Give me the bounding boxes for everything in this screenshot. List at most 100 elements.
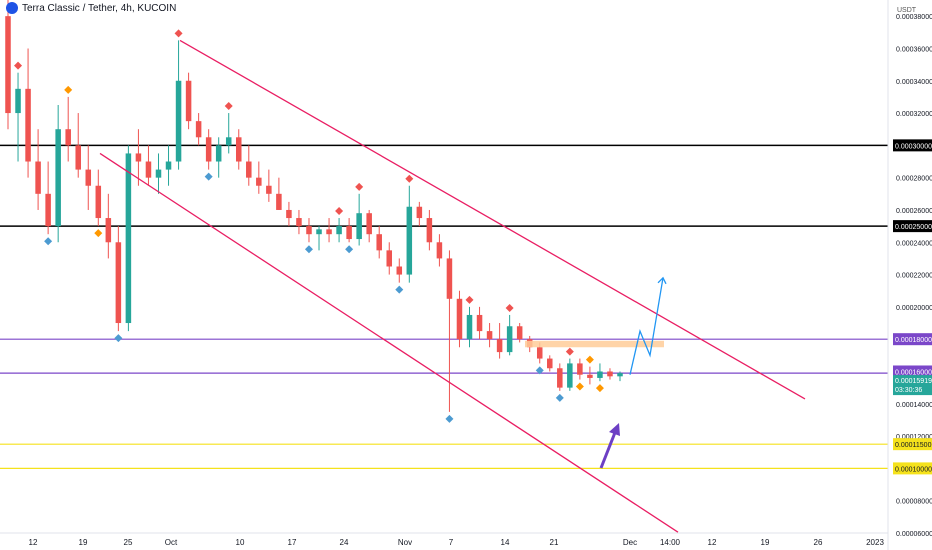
candle-body[interactable] — [516, 326, 523, 340]
candle-body[interactable] — [225, 137, 232, 146]
candle-body[interactable] — [165, 161, 172, 170]
candle-body[interactable] — [336, 226, 342, 235]
candle-body[interactable] — [115, 242, 122, 324]
candle-body[interactable] — [547, 358, 553, 369]
pivot-low-marker[interactable] — [114, 334, 123, 343]
pivot-low-marker[interactable] — [304, 245, 313, 254]
price-tick-label: 0.00022000 — [896, 273, 932, 280]
candle-body[interactable] — [215, 145, 222, 162]
candle-body[interactable] — [476, 314, 483, 332]
candle-body[interactable] — [396, 266, 403, 275]
candle-body[interactable] — [466, 314, 473, 340]
pivot-low-marker[interactable] — [595, 384, 604, 393]
candle-body[interactable] — [617, 373, 623, 377]
projection-path[interactable] — [629, 277, 664, 375]
chart-header: Terra Classic / Tether, 4h, KUCOIN — [6, 2, 176, 14]
pivot-high-marker[interactable] — [64, 85, 73, 94]
candle-body[interactable] — [486, 331, 493, 340]
plot-area[interactable] — [0, 0, 888, 533]
candle-body[interactable] — [45, 193, 51, 227]
candle-body[interactable] — [456, 298, 463, 340]
price-unit-label: USDT — [897, 7, 917, 14]
channel-upper-line[interactable] — [179, 39, 806, 400]
projection-arrowhead — [657, 276, 667, 285]
candle-body[interactable] — [286, 209, 292, 219]
pivot-low-marker[interactable] — [94, 229, 103, 238]
pivot-low-marker[interactable] — [535, 366, 544, 375]
pivot-low-marker[interactable] — [575, 382, 584, 391]
candle-body[interactable] — [597, 371, 603, 378]
candle-body[interactable] — [25, 88, 31, 162]
candle-body[interactable] — [55, 129, 61, 227]
candle-body[interactable] — [386, 250, 393, 267]
candle-body[interactable] — [346, 226, 352, 240]
candle-body[interactable] — [446, 258, 453, 299]
candle-body[interactable] — [155, 169, 162, 178]
candle-body[interactable] — [587, 374, 593, 378]
pivot-low-marker[interactable] — [345, 245, 354, 254]
candle-body[interactable] — [416, 206, 423, 219]
candle-body[interactable] — [246, 161, 252, 178]
candle-body[interactable] — [326, 229, 332, 235]
candle-body[interactable] — [577, 363, 583, 375]
candle-body[interactable] — [5, 16, 11, 114]
candle-body[interactable] — [376, 234, 382, 251]
pivot-low-marker[interactable] — [44, 237, 53, 246]
resistance-zone[interactable] — [525, 340, 664, 348]
candle-body[interactable] — [406, 206, 413, 275]
candle-body[interactable] — [135, 153, 142, 162]
pivot-high-marker[interactable] — [565, 347, 574, 356]
bullish-arrow[interactable] — [599, 429, 618, 469]
time-tick-label: 25 — [124, 538, 133, 547]
pivot-high-marker[interactable] — [505, 303, 514, 312]
candle-body[interactable] — [366, 213, 372, 235]
candle-body[interactable] — [105, 218, 112, 243]
pivot-high-marker[interactable] — [465, 295, 474, 304]
candle-body[interactable] — [65, 129, 71, 146]
candle-body[interactable] — [607, 371, 613, 377]
channel-lower-line[interactable] — [99, 152, 679, 533]
candle-body[interactable] — [266, 185, 272, 194]
pivot-low-marker[interactable] — [395, 285, 404, 294]
pivot-low-marker[interactable] — [204, 172, 213, 181]
candle-body[interactable] — [557, 368, 563, 388]
candle-body[interactable] — [185, 80, 192, 122]
candle-body[interactable] — [296, 218, 302, 227]
candle-body[interactable] — [436, 242, 443, 259]
bullish-arrowhead — [609, 423, 620, 436]
pivot-high-marker[interactable] — [405, 174, 414, 183]
candle-body[interactable] — [316, 229, 322, 235]
pivot-high-marker[interactable] — [335, 207, 344, 216]
pivot-high-marker[interactable] — [174, 29, 183, 38]
candle-body[interactable] — [567, 363, 573, 388]
candle-body[interactable] — [426, 218, 433, 243]
candle-body[interactable] — [35, 161, 41, 194]
candle-body[interactable] — [175, 80, 182, 162]
candle-body[interactable] — [256, 177, 262, 186]
pivot-high-marker[interactable] — [224, 102, 233, 111]
pivot-high-marker[interactable] — [355, 182, 364, 191]
candle-body[interactable] — [125, 153, 132, 324]
candle-body[interactable] — [95, 185, 102, 219]
pivot-low-marker[interactable] — [555, 393, 564, 402]
time-axis[interactable]: 12 19 25 Oct 10 17 24 Nov 7 14 21 Dec 14:00 12 19 26 202… — [0, 532, 888, 547]
candle-body[interactable] — [536, 347, 543, 359]
candle-body[interactable] — [496, 339, 503, 353]
candle-body[interactable] — [145, 161, 152, 178]
pivot-high-marker[interactable] — [585, 355, 594, 364]
candle-body[interactable] — [75, 145, 81, 170]
candle-body[interactable] — [276, 193, 282, 210]
pivot-high-marker[interactable] — [14, 61, 23, 70]
candle-body[interactable] — [205, 137, 212, 162]
candle-body[interactable] — [195, 121, 202, 138]
pivot-low-marker[interactable] — [445, 414, 454, 423]
candle-body[interactable] — [15, 88, 21, 114]
candle-body[interactable] — [506, 326, 513, 353]
candle-body[interactable] — [356, 213, 362, 240]
candle-body[interactable] — [235, 137, 242, 162]
candle-body[interactable] — [85, 169, 92, 186]
level-price-badge — [893, 220, 932, 233]
candle-body[interactable] — [306, 226, 312, 235]
